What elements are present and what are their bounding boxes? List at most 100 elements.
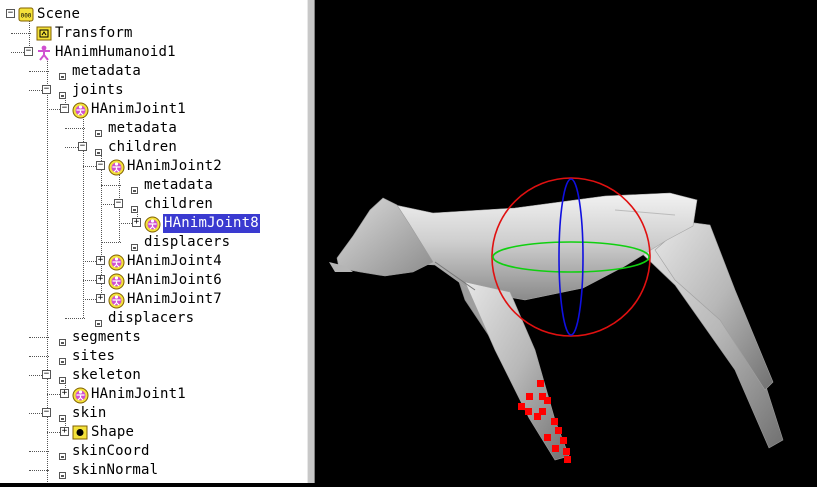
tree-node-label[interactable]: displacers [144, 234, 231, 250]
tree-node[interactable]: sites [0, 347, 307, 366]
tree-node[interactable]: metadata [0, 62, 307, 81]
tree-node[interactable]: − children [0, 195, 307, 214]
3d-scene [329, 177, 784, 463]
field-icon [94, 314, 104, 333]
field-icon [130, 181, 140, 200]
tree-node-label[interactable]: HAnimJoint1 [91, 101, 186, 117]
joint-icon [72, 387, 89, 408]
expand-toggle[interactable]: + [96, 255, 105, 265]
joint-icon [108, 254, 125, 275]
tree-node-label[interactable]: segments [72, 329, 142, 345]
field-icon [130, 200, 140, 219]
tree-node[interactable]: metadata [0, 176, 307, 195]
tree-node-label[interactable]: HAnimJoint6 [127, 272, 222, 288]
tree-node-label[interactable]: HAnimJoint2 [127, 158, 222, 174]
field-icon [58, 86, 68, 105]
tree-node[interactable]: metadata [0, 119, 307, 138]
tree-node[interactable]: − HAnimHumanoid1 [0, 43, 307, 62]
expand-toggle[interactable]: + [132, 217, 141, 227]
head [336, 197, 434, 277]
tree-node-label[interactable]: HAnimJoint7 [127, 291, 222, 307]
tree-node-label[interactable]: displacers [108, 310, 195, 326]
tree-node[interactable]: skinCoord [0, 442, 307, 461]
tree-node[interactable]: Transform [0, 24, 307, 43]
tree-node-label[interactable]: Scene [37, 6, 81, 22]
field-icon [58, 447, 68, 466]
field-icon [58, 333, 68, 352]
expand-toggle[interactable]: + [60, 388, 69, 398]
collapse-toggle[interactable]: − [42, 369, 51, 379]
tree-node[interactable]: − skin [0, 404, 307, 423]
transform-icon [36, 26, 52, 45]
tree-node[interactable]: displacers [0, 233, 307, 252]
tree-node-label[interactable]: HAnimJoint1 [91, 386, 186, 402]
tree-node-label[interactable]: metadata [108, 120, 178, 136]
joint-icon [72, 102, 89, 123]
expand-toggle[interactable]: + [96, 293, 105, 303]
field-icon [130, 238, 140, 257]
tree-node[interactable]: − HAnimJoint1 [0, 100, 307, 119]
jaw [329, 262, 353, 272]
tree-node[interactable]: − skeleton [0, 366, 307, 385]
tree-node-label[interactable]: joints [72, 82, 124, 98]
tree-node[interactable]: displacers [0, 309, 307, 328]
collapse-toggle[interactable]: − [114, 198, 123, 208]
field-icon [94, 124, 104, 143]
tree-node-label[interactable]: skin [72, 405, 107, 421]
tree-node[interactable]: −000 Scene [0, 5, 307, 24]
field-icon [58, 409, 68, 428]
joint-manipulator-sphere[interactable] [491, 177, 651, 337]
tree-node-label[interactable]: skinCoord [72, 443, 150, 459]
tree-node-label[interactable]: children [144, 196, 214, 212]
collapse-toggle[interactable]: − [42, 407, 51, 417]
torso [374, 192, 698, 301]
svg-text:000: 000 [21, 13, 32, 20]
tree-node-label[interactable]: metadata [144, 177, 214, 193]
collapse-toggle[interactable]: − [6, 8, 15, 18]
humanoid-icon [36, 45, 52, 65]
tree-node[interactable]: − children [0, 138, 307, 157]
tree-node-label[interactable]: skinNormal [72, 462, 159, 478]
tree-node-label[interactable]: sites [72, 348, 116, 364]
tree-node-label[interactable]: children [108, 139, 178, 155]
tree-node-label[interactable]: HAnimJoint4 [127, 253, 222, 269]
front-leg-near [464, 281, 570, 461]
tree-node-label[interactable]: Shape [91, 424, 135, 440]
tree-node-label[interactable]: metadata [72, 63, 142, 79]
field-icon [58, 67, 68, 86]
tree-node[interactable]: + HAnimJoint8 [0, 213, 307, 234]
vertex-markers [518, 380, 571, 463]
joint-icon [108, 273, 125, 294]
tree-node[interactable]: + Shape [0, 423, 307, 442]
joint-icon [108, 159, 125, 180]
expand-toggle[interactable]: + [96, 274, 105, 284]
tree-node[interactable]: − HAnimJoint2 [0, 157, 307, 176]
joint-icon [144, 216, 161, 237]
tree-node[interactable]: + HAnimJoint7 [0, 290, 307, 309]
collapse-toggle[interactable]: − [60, 103, 69, 113]
3d-viewport[interactable] [315, 0, 817, 483]
hind-leg-near [654, 221, 774, 391]
tree-node[interactable]: skinNormal [0, 461, 307, 480]
tree-node[interactable]: + HAnimJoint6 [0, 271, 307, 290]
tree-node-label[interactable]: HAnimHumanoid1 [55, 44, 176, 60]
tree-node[interactable]: − joints [0, 81, 307, 100]
collapse-toggle[interactable]: − [78, 141, 87, 151]
collapse-toggle[interactable]: − [42, 84, 51, 94]
tree-node-label[interactable]: HAnimJoint8 [162, 213, 261, 234]
panel-splitter[interactable] [307, 0, 315, 483]
scene-tree-panel[interactable]: −000 Scene Transform − HAnimHumanoid1 metadat… [0, 0, 307, 483]
field-icon [58, 371, 68, 390]
collapse-toggle[interactable]: − [24, 46, 33, 56]
field-icon [58, 352, 68, 371]
tree-node[interactable]: + HAnimJoint1 [0, 385, 307, 404]
field-icon [58, 466, 68, 483]
joint-icon [108, 292, 125, 313]
tree-node-label[interactable]: skeleton [72, 367, 142, 383]
tree-node[interactable]: + HAnimJoint4 [0, 252, 307, 271]
collapse-toggle[interactable]: − [96, 160, 105, 170]
tree-node-label[interactable]: Transform [55, 25, 133, 41]
expand-toggle[interactable]: + [60, 426, 69, 436]
tree-node[interactable]: segments [0, 328, 307, 347]
field-icon [94, 143, 104, 162]
